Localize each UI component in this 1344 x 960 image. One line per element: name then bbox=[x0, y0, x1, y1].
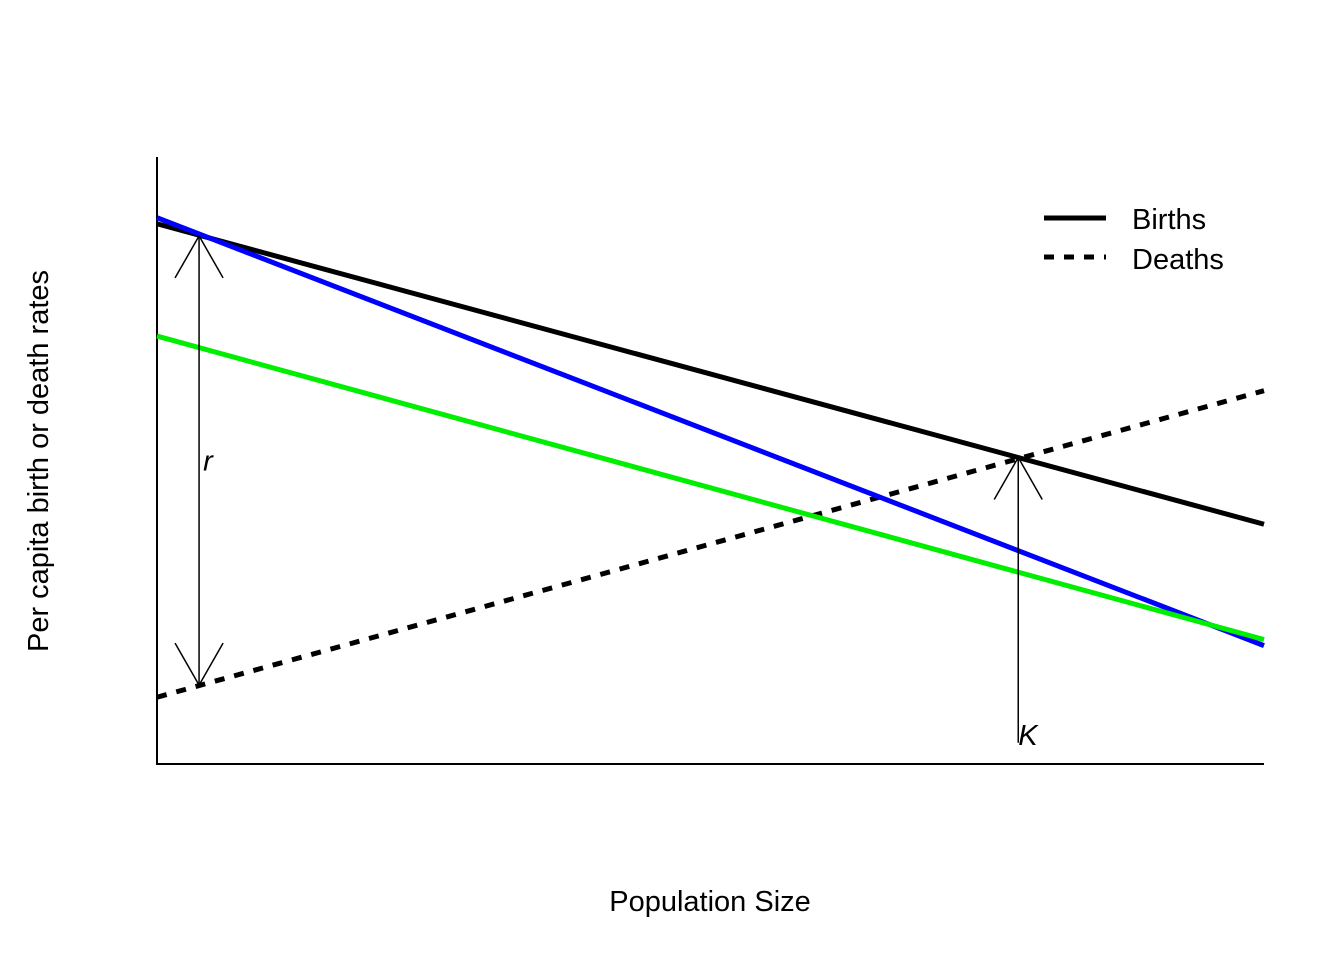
series-line-births bbox=[156, 221, 1265, 527]
legend: Births Deaths bbox=[1044, 204, 1224, 276]
series-line-unnamed-4 bbox=[156, 333, 1265, 642]
series-line-unnamed-3 bbox=[156, 215, 1265, 648]
annotation-r-arrowhead-top-left bbox=[174, 235, 200, 279]
y-axis-title: Per capita birth or death rates bbox=[23, 270, 55, 652]
x-axis-title: Population Size bbox=[609, 886, 811, 918]
annotation-r-label: r bbox=[203, 446, 214, 478]
annotation-k-arrowhead-left bbox=[993, 457, 1019, 500]
annotation-k-arrowhead-right bbox=[1017, 457, 1043, 500]
plot-area: rK bbox=[156, 157, 1265, 765]
annotation-r-arrowhead-bottom-right bbox=[198, 642, 224, 686]
legend-label-deaths: Deaths bbox=[1132, 244, 1224, 276]
series-layer bbox=[156, 215, 1265, 700]
series-line-deaths bbox=[156, 388, 1265, 700]
legend-label-births: Births bbox=[1132, 204, 1206, 236]
annotation-r-arrowhead-top-right bbox=[198, 235, 224, 279]
annotation-layer: rK bbox=[174, 235, 1043, 752]
annotation-k-label: K bbox=[1018, 720, 1039, 752]
annotation-r-arrowhead-bottom-left bbox=[174, 642, 200, 686]
